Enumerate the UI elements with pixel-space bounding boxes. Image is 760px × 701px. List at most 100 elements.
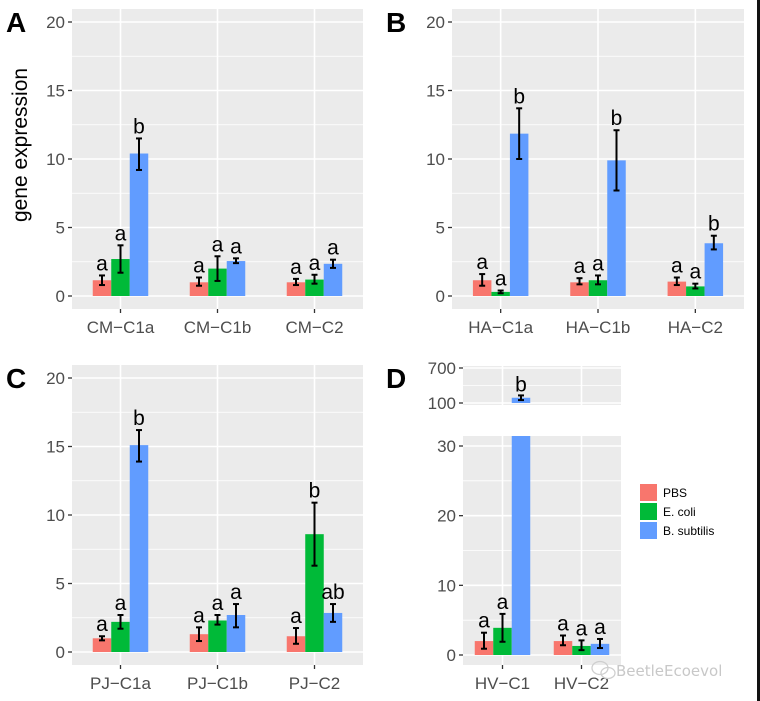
y-tick-label: 10 [46, 506, 65, 525]
bar [588, 280, 608, 296]
watermark: BeetleEcoevol [591, 660, 722, 680]
panel-letter: B [386, 7, 406, 38]
legend-swatch [640, 522, 657, 539]
significance-label: a [576, 617, 588, 640]
bar [305, 279, 324, 296]
right-border [757, 0, 760, 701]
panel-letter: D [386, 363, 406, 394]
significance-label: a [212, 592, 224, 615]
significance-label: a [557, 612, 569, 635]
y-tick-label: 0 [56, 643, 65, 662]
significance-label: a [290, 605, 302, 628]
y-tick-label: 15 [46, 82, 65, 101]
y-tick-label: 10 [46, 150, 65, 169]
x-tick-label: HV−C1 [475, 674, 530, 693]
panel-letter: C [6, 363, 26, 394]
y-tick-label: 20 [426, 13, 445, 32]
significance-label: a [495, 268, 507, 291]
significance-label: a [115, 222, 127, 245]
x-tick-label: CM−C2 [285, 318, 343, 337]
bar [92, 280, 112, 296]
x-tick-label: PJ−C1b [187, 674, 248, 693]
y-tick-label: 20 [46, 369, 65, 388]
y-tick-label: 5 [56, 219, 65, 238]
x-tick-label: HA−C1a [468, 318, 533, 337]
x-tick-label: HA−C2 [668, 318, 723, 337]
significance-label: a [96, 252, 108, 275]
y-tick-label: 20 [46, 13, 65, 32]
significance-label: a [574, 255, 586, 278]
x-tick-label: CM−C1a [87, 318, 155, 337]
bar [226, 615, 246, 652]
significance-label: a [230, 235, 242, 258]
y-axis-label: gene expression [9, 68, 32, 222]
significance-label: a [230, 581, 242, 604]
y-tick-label: 10 [437, 576, 456, 595]
y-tick-label: 30 [437, 437, 456, 456]
bar [509, 133, 529, 296]
significance-label: ab [321, 581, 344, 604]
significance-label: b [611, 107, 623, 130]
bar [189, 282, 209, 296]
y-tick-label: 100 [428, 394, 456, 413]
bar [553, 641, 573, 655]
bar [189, 634, 209, 652]
significance-label: a [193, 255, 205, 278]
bar [704, 243, 724, 296]
x-tick-label: HV−C2 [554, 674, 609, 693]
bar [686, 286, 705, 296]
significance-label: a [193, 604, 205, 627]
significance-label: a [327, 237, 339, 260]
significance-label: a [212, 233, 224, 256]
bar [511, 436, 531, 655]
bar [111, 259, 130, 296]
legend-label: PBS [663, 486, 687, 500]
x-tick-label: PJ−C1a [90, 674, 151, 693]
bar [607, 160, 626, 296]
significance-label: a [115, 592, 127, 615]
y-tick-label: 5 [436, 219, 445, 238]
legend-swatch [640, 503, 657, 520]
significance-label: a [594, 616, 606, 639]
significance-label: a [497, 591, 509, 614]
significance-label: b [133, 407, 145, 430]
bar [226, 261, 246, 296]
significance-label: b [513, 85, 525, 108]
significance-label: a [476, 251, 488, 274]
y-tick-label: 10 [426, 150, 445, 169]
bar [472, 280, 492, 296]
y-tick-label: 15 [46, 438, 65, 457]
bar [286, 282, 306, 296]
watermark-text: BeetleEcoevol [616, 662, 722, 680]
legend-swatch [640, 484, 657, 501]
y-tick-label: 0 [56, 287, 65, 306]
x-tick-label: HA−C1b [566, 318, 631, 337]
bar [667, 281, 687, 296]
bar [129, 445, 149, 652]
y-tick-label: 700 [428, 359, 456, 378]
significance-label: b [133, 115, 145, 138]
y-tick-label: 15 [426, 82, 445, 101]
bar [111, 621, 130, 652]
y-tick-label: 5 [56, 575, 65, 594]
significance-label: b [515, 373, 527, 396]
bar [92, 638, 112, 652]
significance-label: a [671, 255, 683, 278]
y-tick-label: 0 [447, 646, 456, 665]
bar [570, 282, 589, 296]
y-tick-label: 20 [437, 507, 456, 526]
bar [208, 268, 227, 296]
significance-label: a [689, 261, 701, 284]
significance-label: b [708, 213, 720, 236]
x-tick-label: CM−C1b [184, 318, 252, 337]
legend-label: E. coli [663, 505, 696, 519]
bar [323, 263, 343, 296]
significance-label: a [290, 256, 302, 279]
bar [590, 643, 610, 655]
panel-letter: A [6, 7, 26, 38]
significance-label: a [592, 252, 604, 275]
significance-label: a [309, 252, 321, 275]
